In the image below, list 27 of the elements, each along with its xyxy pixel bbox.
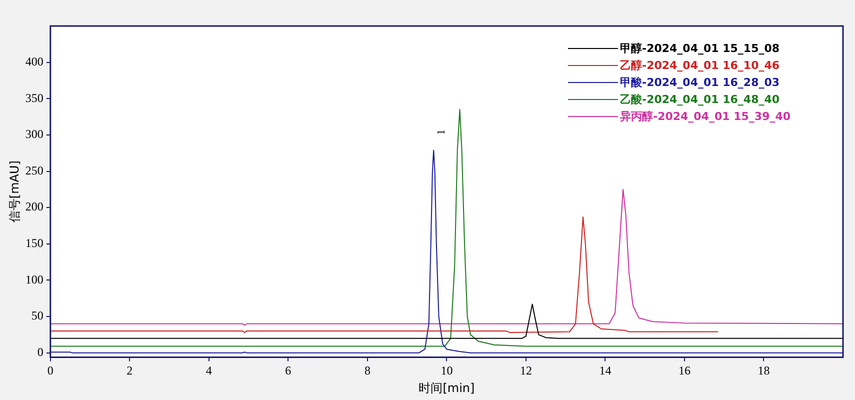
- x-tick-label: 0: [47, 364, 54, 378]
- y-tick-label: 100: [25, 272, 44, 286]
- y-tick-label: 50: [31, 308, 44, 323]
- legend-label: 乙醇-2024_04_01 16_10_46: [620, 58, 780, 73]
- x-tick-label: 16: [678, 364, 690, 378]
- y-tick-label: 400: [25, 54, 44, 68]
- x-tick-label: 4: [206, 364, 212, 378]
- legend-label: 乙酸-2024_04_01 16_48_40: [620, 92, 780, 107]
- y-tick-label: 300: [25, 127, 44, 142]
- x-tick-label: 2: [126, 364, 133, 378]
- y-tick-label: 350: [25, 90, 44, 105]
- legend-label: 甲醇-2024_04_01 15_15_08: [620, 41, 780, 56]
- x-tick-label: 8: [364, 364, 370, 378]
- x-tick-label: 6: [285, 364, 292, 378]
- annotation: 1: [436, 129, 448, 135]
- y-tick-label: 0: [37, 345, 44, 359]
- x-tick-label: 12: [520, 364, 532, 378]
- y-tick-label: 150: [25, 236, 44, 250]
- x-tick-label: 14: [599, 364, 612, 378]
- x-tick-label: 18: [758, 364, 770, 378]
- y-tick-label: 200: [25, 200, 44, 214]
- y-tick-label: 250: [25, 163, 44, 178]
- legend-label: 异丙醇-2024_04_01 15_39_40: [620, 109, 791, 124]
- y-axis-title: 信号[mAU]: [7, 160, 22, 223]
- x-axis-title: 时间[min]: [418, 380, 475, 395]
- x-tick-label: 10: [440, 364, 453, 378]
- legend-label: 甲酸-2024_04_01 16_28_03: [620, 75, 780, 90]
